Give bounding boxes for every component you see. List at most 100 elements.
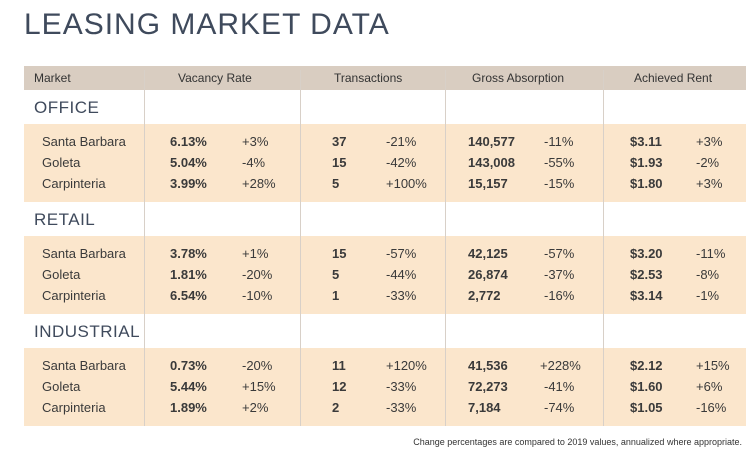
rent-cell: $1.05 xyxy=(630,400,663,415)
absorption-cell: 15,157 xyxy=(468,176,508,191)
transactions-change-cell: -33% xyxy=(386,379,417,394)
absorption-cell: 143,008 xyxy=(468,155,515,170)
column-divider xyxy=(603,70,604,426)
absorption-cell: 72,273 xyxy=(468,379,508,394)
rent-cell: $2.53 xyxy=(630,267,663,282)
table-row: Santa Barbara 3.78% +1% 15 -57% 42,125 -… xyxy=(24,246,746,268)
transactions-change-cell: -21% xyxy=(386,134,417,149)
column-divider xyxy=(445,70,446,426)
transactions-cell: 1 xyxy=(332,288,340,303)
vacancy-cell: 5.44% xyxy=(170,379,207,394)
transactions-cell: 11 xyxy=(332,358,346,373)
rent-cell: $3.11 xyxy=(630,134,662,149)
vacancy-change-cell: +2% xyxy=(242,400,269,415)
absorption-cell: 7,184 xyxy=(468,400,501,415)
column-divider xyxy=(144,70,145,426)
rent-cell: $3.20 xyxy=(630,246,663,261)
transactions-change-cell: -33% xyxy=(386,288,417,303)
vacancy-change-cell: +28% xyxy=(242,176,276,191)
vacancy-change-cell: -4% xyxy=(242,155,266,170)
absorption-change-cell: -41% xyxy=(544,379,575,394)
absorption-change-cell: -37% xyxy=(544,267,575,282)
rent-change-cell: -8% xyxy=(696,267,720,282)
section-block-retail: Santa Barbara 3.78% +1% 15 -57% 42,125 -… xyxy=(24,236,746,314)
transactions-cell: 37 xyxy=(332,134,347,149)
vacancy-change-cell: +15% xyxy=(242,379,276,394)
market-cell: Carpinteria xyxy=(42,288,106,303)
market-cell: Carpinteria xyxy=(42,400,106,415)
transactions-cell: 5 xyxy=(332,267,340,282)
table-row: Goleta 1.81% -20% 5 -44% 26,874 -37% $2.… xyxy=(24,267,746,289)
vacancy-change-cell: -20% xyxy=(242,358,273,373)
rent-cell: $1.80 xyxy=(630,176,663,191)
market-cell: Goleta xyxy=(42,379,81,394)
absorption-change-cell: -57% xyxy=(544,246,575,261)
page-title: LEASING MARKET DATA xyxy=(24,8,390,41)
header-gross-absorption: Gross Absorption xyxy=(472,71,565,85)
transactions-change-cell: -42% xyxy=(386,155,417,170)
section-title: OFFICE xyxy=(34,98,100,117)
rent-cell: $1.93 xyxy=(630,155,663,170)
leasing-table: Market Vacancy Rate Transactions Gross A… xyxy=(24,66,746,426)
absorption-change-cell: -74% xyxy=(544,400,575,415)
header-achieved-rent: Achieved Rent xyxy=(634,71,713,85)
transactions-cell: 15 xyxy=(332,155,347,170)
market-cell: Carpinteria xyxy=(42,176,106,191)
vacancy-change-cell: -10% xyxy=(242,288,273,303)
vacancy-cell: 1.81% xyxy=(170,267,207,282)
rent-cell: $1.60 xyxy=(630,379,663,394)
header-vacancy-rate: Vacancy Rate xyxy=(178,71,252,85)
absorption-change-cell: -16% xyxy=(544,288,575,303)
rent-change-cell: -2% xyxy=(696,155,720,170)
market-cell: Santa Barbara xyxy=(42,246,126,261)
absorption-cell: 42,125 xyxy=(468,246,508,261)
transactions-change-cell: -44% xyxy=(386,267,417,282)
vacancy-cell: 6.54% xyxy=(170,288,207,303)
rent-cell: $3.14 xyxy=(630,288,663,303)
table-row: Santa Barbara 0.73% -20% 11 +120% 41,536… xyxy=(24,358,746,380)
transactions-change-cell: +120% xyxy=(386,358,427,373)
absorption-change-cell: -55% xyxy=(544,155,575,170)
rent-change-cell: +3% xyxy=(696,134,723,149)
vacancy-change-cell: +3% xyxy=(242,134,269,149)
table-header: Market Vacancy Rate Transactions Gross A… xyxy=(24,66,746,90)
rent-change-cell: +15% xyxy=(696,358,730,373)
transactions-change-cell: -57% xyxy=(386,246,417,261)
vacancy-change-cell: +1% xyxy=(242,246,269,261)
rent-cell: $2.12 xyxy=(630,358,663,373)
transactions-cell: 12 xyxy=(332,379,347,394)
rent-change-cell: -1% xyxy=(696,288,720,303)
absorption-cell: 140,577 xyxy=(468,134,515,149)
market-cell: Goleta xyxy=(42,155,81,170)
footnote: Change percentages are compared to 2019 … xyxy=(413,437,742,447)
absorption-change-cell: +228% xyxy=(540,358,581,373)
section-office: OFFICE xyxy=(24,90,746,124)
header-market: Market xyxy=(34,71,71,85)
section-retail: RETAIL xyxy=(24,202,746,236)
rent-change-cell: +6% xyxy=(696,379,723,394)
vacancy-cell: 5.04% xyxy=(170,155,207,170)
rent-change-cell: -16% xyxy=(696,400,727,415)
column-divider xyxy=(300,70,301,426)
section-title: RETAIL xyxy=(34,210,96,229)
table-row: Carpinteria 6.54% -10% 1 -33% 2,772 -16%… xyxy=(24,288,746,310)
vacancy-cell: 1.89% xyxy=(170,400,207,415)
table-row: Carpinteria 1.89% +2% 2 -33% 7,184 -74% … xyxy=(24,400,746,422)
market-cell: Santa Barbara xyxy=(42,358,126,373)
transactions-change-cell: +100% xyxy=(386,176,427,191)
table-row: Santa Barbara 6.13% +3% 37 -21% 140,577 … xyxy=(24,134,746,156)
market-cell: Goleta xyxy=(42,267,81,282)
transactions-cell: 15 xyxy=(332,246,347,261)
absorption-cell: 26,874 xyxy=(468,267,508,282)
transactions-change-cell: -33% xyxy=(386,400,417,415)
section-block-office: Santa Barbara 6.13% +3% 37 -21% 140,577 … xyxy=(24,124,746,202)
absorption-change-cell: -15% xyxy=(544,176,575,191)
vacancy-cell: 6.13% xyxy=(170,134,207,149)
absorption-change-cell: -11% xyxy=(544,134,574,149)
vacancy-change-cell: -20% xyxy=(242,267,273,282)
section-title: INDUSTRIAL xyxy=(34,322,141,341)
vacancy-cell: 3.78% xyxy=(170,246,207,261)
section-industrial: INDUSTRIAL xyxy=(24,314,746,348)
absorption-cell: 2,772 xyxy=(468,288,501,303)
vacancy-cell: 3.99% xyxy=(170,176,207,191)
